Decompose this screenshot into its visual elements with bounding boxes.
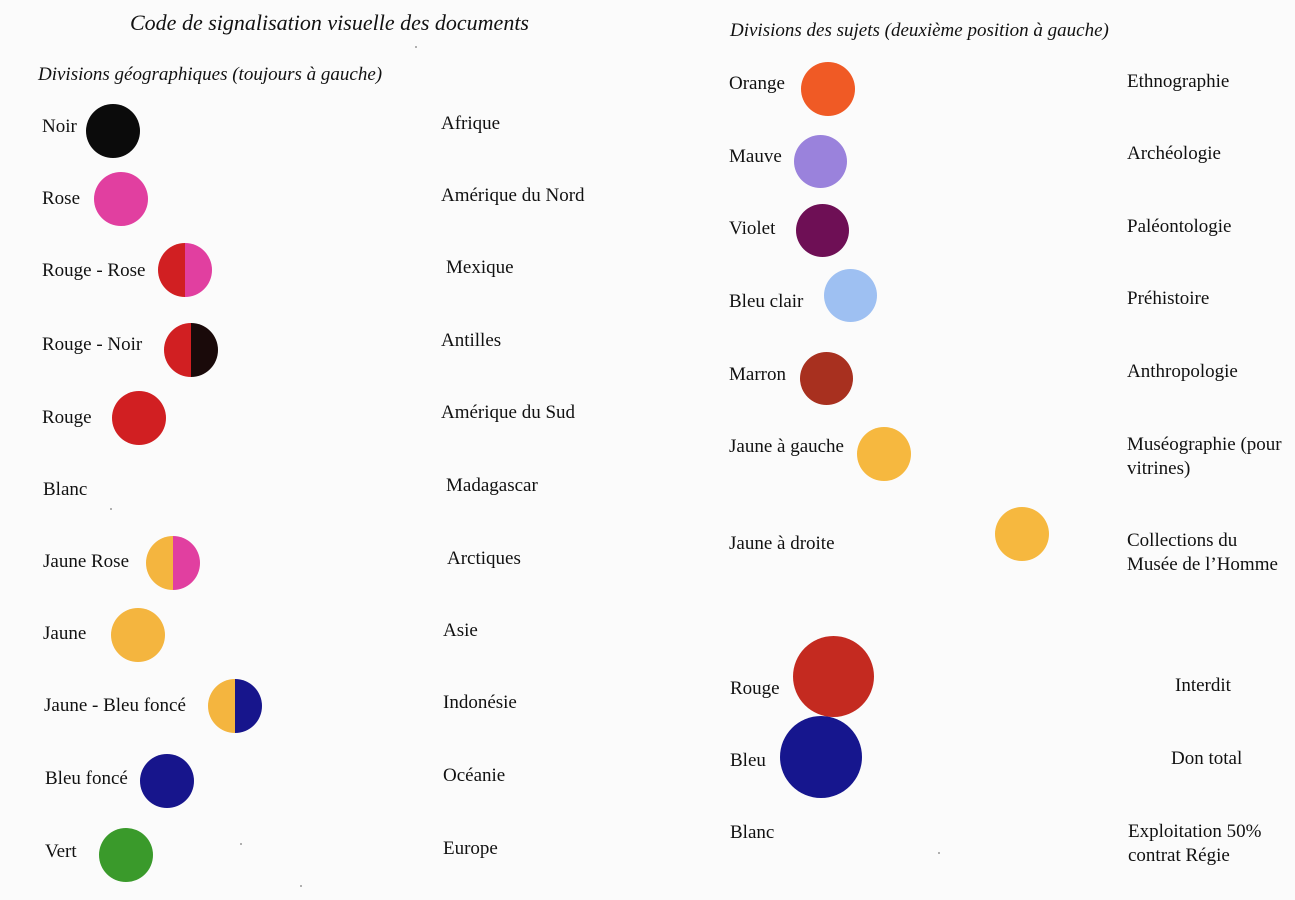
subject-color-dot [794,135,847,188]
subject-meaning-label: Archéologie [1127,143,1221,164]
subject-color-label: Blanc [730,822,775,843]
subject-color-label: Jaune à droite [729,533,835,554]
subject-heading: Divisions des sujets (deuxième position … [730,20,1109,41]
subject-color-dot [857,427,911,481]
geo-region-label: Arctiques [447,548,521,569]
subject-color-dot [800,352,853,405]
geo-color-label: Rouge - Rose [42,260,146,281]
geo-color-dot [146,536,200,590]
geo-color-label: Rouge - Noir [42,334,143,355]
subject-meaning-label: Paléontologie [1127,216,1232,237]
geo-region-label: Indonésie [443,692,517,713]
geo-color-dot [94,172,148,226]
subject-color-dot [995,507,1049,561]
subject-color-label: Marron [729,364,786,385]
subject-color-label: Violet [729,218,776,239]
geo-region-label: Antilles [441,330,502,351]
geo-color-label: Rose [42,188,80,209]
subject-meaning-label: Préhistoire [1127,288,1210,309]
geo-region-label: Océanie [443,765,506,786]
subject-meaning-label: Interdit [1175,675,1231,696]
geo-region-label: Amérique du Nord [441,185,585,206]
subject-meaning-label: Exploitation 50% contrat Régie [1128,821,1262,866]
subject-color-dot [801,62,855,116]
geo-color-label: Bleu foncé [45,768,128,789]
geo-color-dot [140,754,194,808]
geo-color-dot [86,104,140,158]
geo-color-dot [99,828,153,882]
subject-color-label: Mauve [729,146,782,167]
subject-color-label: Bleu clair [729,291,804,312]
geo-color-dot [112,391,166,445]
geo-color-label: Jaune - Bleu foncé [44,695,186,716]
geo-region-label: Mexique [446,257,514,278]
geo-color-dot [111,608,165,662]
subject-color-dot [796,204,849,257]
geo-color-label: Noir [42,116,77,137]
geo-color-label: Jaune Rose [43,551,130,572]
subject-color-label: Orange [729,73,785,94]
subject-meaning-label: Ethnographie [1127,71,1230,92]
geo-color-label: Jaune [43,623,87,644]
geo-region-label: Asie [443,620,478,641]
subject-color-label: Jaune à gauche [729,436,844,457]
subject-meaning-label: Don total [1171,748,1243,769]
page-title: Code de signalisation visuelle des docum… [130,10,529,35]
geo-region-label: Madagascar [446,475,538,496]
geo-region-label: Amérique du Sud [441,402,576,423]
subject-meaning-label: Collections du Musée de l’Homme [1127,530,1278,575]
subject-color-dot [793,636,874,717]
geo-color-dot [164,323,218,377]
subject-meaning-label: Anthropologie [1127,361,1238,382]
geo-color-label: Rouge [42,407,92,428]
subject-color-label: Rouge [730,678,780,699]
geo-color-dot [158,243,212,297]
subject-color-label: Bleu [730,750,766,771]
geo-heading: Divisions géographiques (toujours à gauc… [38,64,383,85]
geo-color-label: Vert [45,841,77,862]
geo-region-label: Afrique [441,113,501,134]
geo-region-label: Europe [443,838,498,859]
subject-meaning-label: Muséographie (pour vitrines) [1127,434,1282,479]
geo-color-dot [208,679,262,733]
subject-color-dot [824,269,877,322]
geo-color-label: Blanc [43,479,88,500]
subject-color-dot [780,716,862,798]
